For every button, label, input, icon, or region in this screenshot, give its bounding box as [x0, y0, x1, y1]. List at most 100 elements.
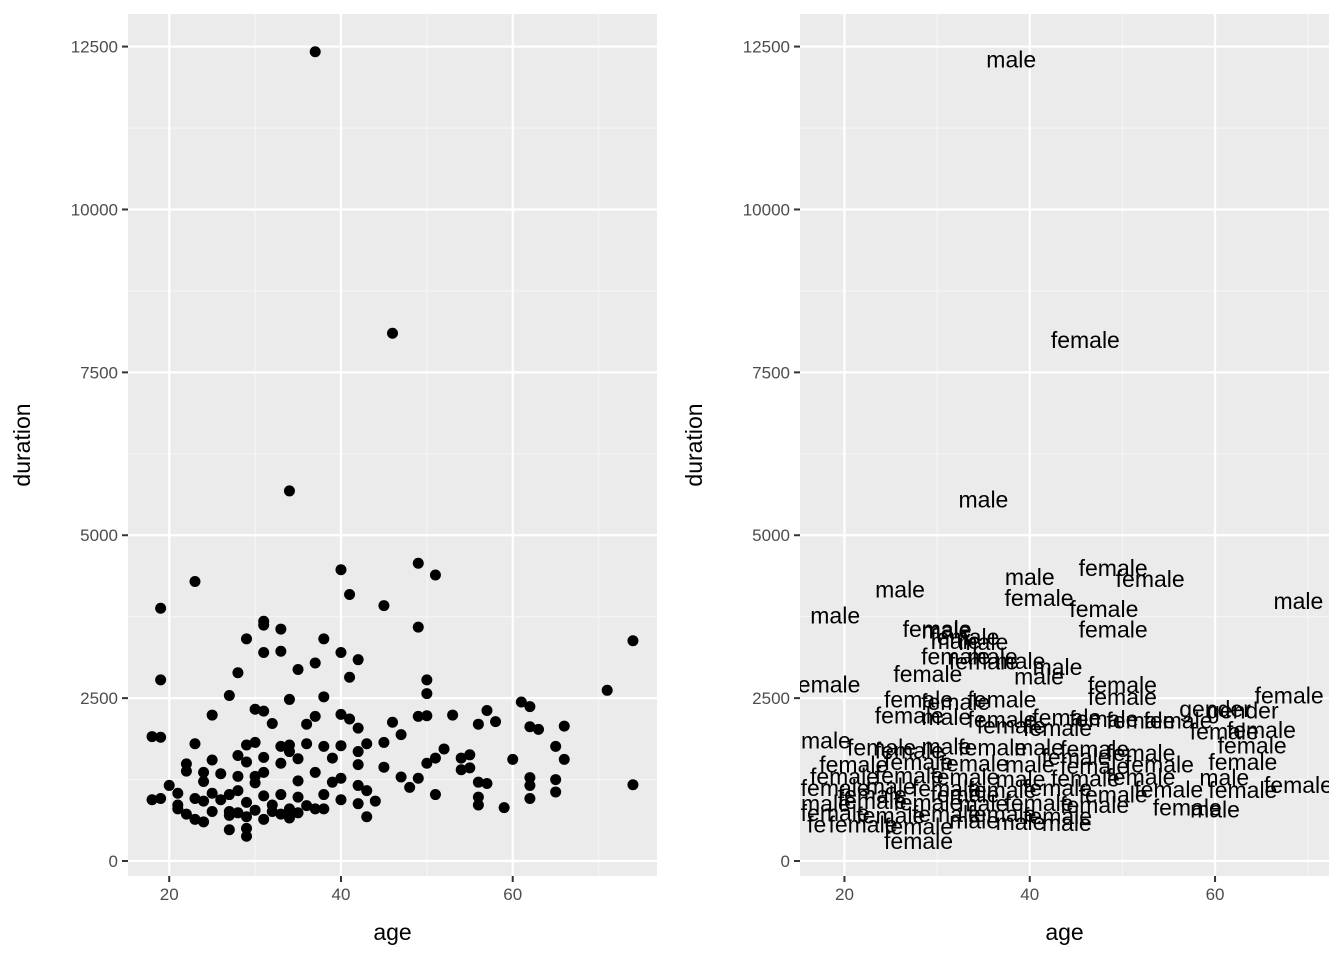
data-text-label: female: [1042, 744, 1111, 770]
data-point: [472, 776, 484, 788]
data-text-label: female: [903, 616, 972, 642]
data-point: [206, 754, 218, 766]
data-point: [223, 809, 235, 821]
data-text-label: gender: [1207, 698, 1279, 724]
data-text-label: female: [1023, 803, 1092, 829]
data-point: [515, 696, 527, 708]
data-point: [335, 647, 347, 659]
data-text-label: male: [875, 576, 925, 602]
data-point: [378, 600, 390, 612]
data-point: [241, 811, 253, 823]
data-point: [472, 791, 484, 803]
data-text-label: male: [959, 486, 1009, 512]
data-point: [335, 740, 347, 752]
data-text-label: female: [893, 661, 962, 687]
data-point: [335, 794, 347, 806]
data-text-label: female: [1060, 792, 1129, 818]
data-text-label: female: [1106, 764, 1175, 790]
data-text-label: female: [893, 789, 962, 815]
data-text-label: female: [967, 801, 1036, 827]
data-point: [232, 667, 244, 679]
data-point: [249, 736, 261, 748]
data-point: [352, 654, 364, 666]
data-point: [524, 772, 536, 784]
gridlines: [128, 14, 657, 876]
y-tick-label: 12500: [743, 38, 790, 57]
data-text-label: male: [1199, 765, 1249, 791]
data-point: [180, 765, 192, 777]
data-text-label: male: [949, 808, 999, 834]
data-text-label: female: [1106, 740, 1175, 766]
data-point: [369, 795, 381, 807]
data-text-label: female: [838, 782, 907, 808]
data-point: [344, 589, 356, 601]
data-point: [241, 796, 253, 808]
data-text-label: female: [875, 703, 944, 729]
data-text-label: female: [884, 813, 953, 839]
data-point: [318, 633, 330, 645]
data-point: [283, 693, 295, 705]
data-point: [395, 729, 407, 741]
data-point: [464, 749, 476, 761]
data-point: [361, 738, 373, 750]
y-tick-label: 10000: [71, 200, 118, 219]
data-point: [275, 757, 287, 769]
y-tick-label: 0: [781, 852, 790, 871]
data-point: [215, 794, 227, 806]
data-text-label: female: [1208, 777, 1277, 803]
data-point: [189, 792, 201, 804]
data-point: [309, 803, 321, 815]
data-text-label: female: [1023, 715, 1092, 741]
data-text-label: female: [921, 689, 990, 715]
data-point: [283, 803, 295, 815]
data-text-label: male: [921, 733, 971, 759]
data-point: [421, 674, 433, 686]
gridlines: [800, 14, 1329, 876]
data-point: [180, 808, 192, 820]
data-point: [155, 674, 167, 686]
data-point: [241, 822, 253, 834]
data-text-label: female: [977, 712, 1046, 738]
x-tick-label: 60: [503, 885, 522, 904]
data-text-label: female: [1051, 765, 1120, 791]
data-text-label: female: [958, 735, 1027, 761]
data-text-label: female: [819, 752, 888, 778]
data-point: [275, 789, 287, 801]
data-point: [198, 816, 210, 828]
data-point: [198, 795, 210, 807]
data-text-label: female: [1023, 775, 1092, 801]
data-point: [335, 564, 347, 576]
data-point: [258, 751, 270, 763]
y-tick-label: 12500: [71, 38, 118, 57]
data-point: [507, 753, 519, 765]
data-point: [421, 688, 433, 700]
data-point: [146, 794, 158, 806]
data-point: [232, 807, 244, 819]
data-point: [292, 807, 304, 819]
y-axis-title: duration: [9, 403, 35, 486]
data-text-label: male: [1042, 810, 1092, 836]
data-text-label: female: [1153, 795, 1222, 821]
data-text-label: male: [1033, 654, 1083, 680]
data-point: [455, 752, 467, 764]
y-tick-label: 5000: [80, 526, 118, 545]
data-point: [627, 779, 639, 791]
data-point: [472, 718, 484, 730]
data-point: [429, 789, 441, 801]
data-point: [378, 761, 390, 773]
data-point: [335, 772, 347, 784]
data-point: [215, 768, 227, 780]
data-point: [412, 710, 424, 722]
data-text-label: female: [1125, 752, 1194, 778]
data-text-label: male: [959, 629, 1009, 655]
x-tick-label: 40: [332, 885, 351, 904]
y-tick-label: 7500: [80, 363, 118, 382]
data-point: [189, 575, 201, 587]
data-text-label: male: [801, 727, 851, 753]
x-tick-label: 40: [1020, 885, 1039, 904]
data-text-label: female: [847, 735, 916, 761]
data-point: [532, 723, 544, 735]
data-point: [352, 759, 364, 771]
